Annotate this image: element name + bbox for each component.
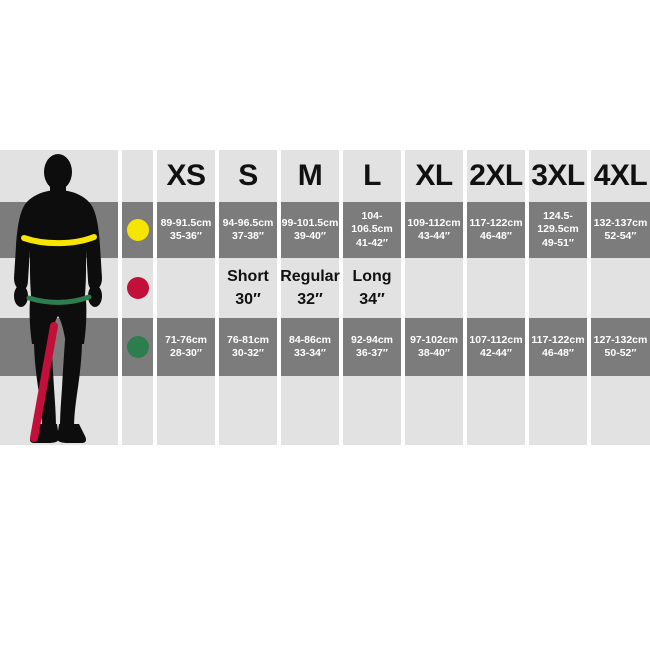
value-cm: 92-94cm xyxy=(350,333,394,346)
cell-chest-4xl: 132-137cm 52-54″ xyxy=(591,202,650,258)
value-in: 30″ xyxy=(235,291,261,308)
value-cm: 76-81cm xyxy=(226,333,270,346)
value-in: 36-37″ xyxy=(356,347,388,359)
value-in: 46-48″ xyxy=(480,230,512,242)
value-in: 49-51″ xyxy=(542,236,574,249)
cell-waist-xs: 71-76cm 28-30″ xyxy=(157,318,215,376)
value-cm: 84-86cm xyxy=(288,333,332,346)
column-separator xyxy=(401,150,405,445)
silhouette-body xyxy=(14,154,102,443)
cell-chest-m: 99-101.5cm 39-40″ xyxy=(281,202,339,258)
chest-marker xyxy=(122,202,154,258)
cell-inseam-2xl xyxy=(467,258,525,318)
value-cm: 109-112cm xyxy=(407,216,461,229)
value-in: 38-40″ xyxy=(418,347,450,359)
value-in: 32″ xyxy=(297,291,323,308)
value-in: 52-54″ xyxy=(604,230,637,242)
column-header-xs: XS xyxy=(166,159,206,193)
chest-marker-dot xyxy=(127,219,149,241)
value-in: 35-36″ xyxy=(170,230,202,242)
cell-chest-l: 104-106.5cm 41-42″ xyxy=(343,202,401,258)
male-silhouette xyxy=(14,154,102,443)
waist-marker-dot xyxy=(127,336,149,358)
value-in: 41-42″ xyxy=(356,236,388,249)
value-cm: 127-132cm xyxy=(593,333,648,346)
cell-waist-l: 92-94cm 36-37″ xyxy=(343,318,401,376)
value-in: 50-52″ xyxy=(604,347,637,359)
column-separator xyxy=(215,150,219,445)
cell-chest-3xl: 124.5-129.5cm 49-51″ xyxy=(529,202,587,258)
value-in: 46-48″ xyxy=(542,347,574,359)
column-separator xyxy=(339,150,343,445)
value-cm: 107-112cm xyxy=(469,333,523,346)
cell-waist-m: 84-86cm 33-34″ xyxy=(281,318,339,376)
inseam-marker-dot xyxy=(127,277,149,299)
value-in: 37-38″ xyxy=(232,230,264,242)
cell-inseam-s: Short 30″ xyxy=(219,258,277,318)
value-label: Short xyxy=(227,267,269,285)
waist-marker xyxy=(122,318,154,376)
waist-line xyxy=(26,294,92,305)
cell-inseam-4xl xyxy=(591,258,650,318)
column-header-s: S xyxy=(238,159,258,193)
cell-inseam-m: Regular 32″ xyxy=(280,258,340,318)
band-row-waist xyxy=(0,318,650,376)
value-cm: 97-102cm xyxy=(410,333,458,346)
cell-waist-2xl: 107-112cm 42-44″ xyxy=(467,318,525,376)
column-separator xyxy=(587,150,591,445)
cell-waist-xl: 97-102cm 38-40″ xyxy=(405,318,463,376)
value-in: 43-44″ xyxy=(418,230,450,242)
value-cm: 124.5-129.5cm xyxy=(537,210,579,236)
value-cm: 117-122cm xyxy=(469,216,523,229)
cell-waist-3xl: 117-122cm 46-48″ xyxy=(529,318,587,376)
value-cm: 104-106.5cm xyxy=(351,210,393,236)
band-row-inseam xyxy=(0,258,650,318)
column-header-2xl: 2XL xyxy=(469,159,523,193)
cell-waist-4xl: 127-132cm 50-52″ xyxy=(591,318,650,376)
value-cm: 117-122cm xyxy=(531,333,585,346)
cell-chest-2xl: 117-122cm 46-48″ xyxy=(467,202,525,258)
value-cm: 132-137cm xyxy=(593,216,648,229)
value-in: 39-40″ xyxy=(294,230,326,242)
band-row-chest xyxy=(0,202,650,258)
value-label: Long xyxy=(352,267,392,285)
cell-waist-s: 76-81cm 30-32″ xyxy=(219,318,277,376)
cell-chest-xl: 109-112cm 43-44″ xyxy=(405,202,463,258)
column-separator xyxy=(153,150,157,445)
column-header-l: L xyxy=(363,159,381,193)
cell-inseam-3xl xyxy=(529,258,587,318)
column-separator xyxy=(463,150,467,445)
value-cm: 89-91.5cm xyxy=(160,216,212,229)
value-in: 33-34″ xyxy=(294,347,326,359)
cell-inseam-xs xyxy=(157,258,215,318)
cell-chest-s: 94-96.5cm 37-38″ xyxy=(219,202,277,258)
inseam-line xyxy=(30,322,58,442)
value-cm: 71-76cm xyxy=(164,333,208,346)
inseam-marker xyxy=(122,258,154,318)
cell-inseam-l: Long 34″ xyxy=(343,258,401,318)
column-header-3xl: 3XL xyxy=(531,159,585,193)
value-cm: 99-101.5cm xyxy=(281,216,339,229)
column-separator xyxy=(118,150,122,445)
value-label: Regular xyxy=(280,267,340,285)
band-footer xyxy=(0,376,650,445)
value-cm: 94-96.5cm xyxy=(222,216,274,229)
value-in: 28-30″ xyxy=(170,347,202,359)
value-in: 42-44″ xyxy=(480,347,512,359)
column-header-4xl: 4XL xyxy=(593,159,648,193)
cell-inseam-xl xyxy=(405,258,463,318)
column-separator xyxy=(277,150,281,445)
value-in: 34″ xyxy=(359,291,385,308)
column-header-m: M xyxy=(297,159,323,193)
cell-chest-xs: 89-91.5cm 35-36″ xyxy=(157,202,215,258)
chest-line xyxy=(21,234,97,247)
value-in: 30-32″ xyxy=(232,347,264,359)
band-header xyxy=(0,150,650,202)
column-separator xyxy=(525,150,529,445)
column-header-xl: XL xyxy=(415,159,453,193)
